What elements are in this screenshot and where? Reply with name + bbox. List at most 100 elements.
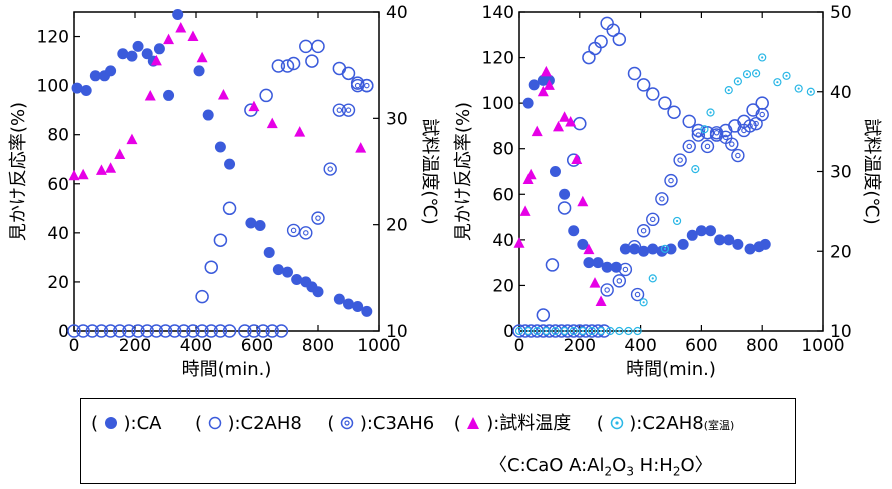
x-tick-label: 600 xyxy=(241,336,273,356)
data-point xyxy=(245,217,257,229)
data-point xyxy=(77,168,89,180)
data-point xyxy=(560,326,569,336)
y-left-tick-label: 0 xyxy=(58,322,69,342)
data-point-inner xyxy=(659,196,665,202)
x-tick-label: 200 xyxy=(564,336,596,356)
data-point-ring xyxy=(733,77,742,86)
data-point xyxy=(691,123,706,138)
data-point xyxy=(149,324,164,338)
plot-frame xyxy=(73,11,380,332)
data-point xyxy=(568,225,580,237)
data-point-dot xyxy=(727,89,730,92)
data-point xyxy=(126,133,138,145)
data-point-inner xyxy=(364,82,370,89)
legend-temp-open: ( xyxy=(453,413,461,434)
data-point xyxy=(648,274,657,283)
cyan-dot-circle-icon xyxy=(610,416,623,430)
data-point xyxy=(286,56,301,71)
data-point-inner xyxy=(650,216,656,223)
y-left-tick-label: 0 xyxy=(503,322,514,342)
data-point-ring xyxy=(578,326,587,336)
x-tick-label: 600 xyxy=(685,336,717,356)
data-point xyxy=(658,96,672,110)
data-point xyxy=(627,66,642,81)
data-point xyxy=(627,239,642,254)
data-point xyxy=(153,43,165,55)
y-left-tick-label: 60 xyxy=(47,175,69,195)
data-point xyxy=(773,78,782,87)
data-point xyxy=(589,277,601,288)
data-point-ring xyxy=(700,125,709,134)
plot-frame xyxy=(518,11,824,332)
data-point-ring xyxy=(332,103,347,117)
data-point xyxy=(282,266,293,278)
data-point xyxy=(117,48,129,60)
series-C2AH8 xyxy=(67,39,374,338)
y-right-tick-label: 10 xyxy=(830,322,852,342)
data-point-ring xyxy=(660,244,670,253)
data-point xyxy=(595,295,607,306)
data-point-dot xyxy=(761,56,764,59)
y-left-tick-label: 60 xyxy=(492,185,514,205)
data-point-ring xyxy=(606,326,615,336)
data-point xyxy=(549,166,561,177)
legend-row-1: ( ):CA ( ):C2AH8 ( ):C3AH6 ( ):試料温度 ( ):… xyxy=(91,409,734,435)
data-point-ring xyxy=(311,211,325,225)
data-point-ring xyxy=(706,108,715,117)
legend-ca-label: ):CA xyxy=(123,413,162,434)
data-point xyxy=(691,165,700,174)
notation-part-1: 〈C:CaO A:Al xyxy=(489,455,605,476)
data-point xyxy=(350,78,365,93)
data-point xyxy=(522,97,534,109)
y-right-tick-label: 50 xyxy=(830,3,852,23)
data-point xyxy=(67,324,81,338)
data-point xyxy=(263,246,275,258)
data-point xyxy=(612,274,627,288)
data-point-dot xyxy=(590,329,594,333)
data-point xyxy=(272,264,284,276)
legend-temp-label: ):試料温度 xyxy=(486,413,572,434)
data-point-ring xyxy=(514,326,524,336)
data-point xyxy=(742,70,752,79)
data-point xyxy=(333,293,345,305)
data-point-dot xyxy=(745,73,749,76)
data-point xyxy=(596,326,606,336)
data-point-ring xyxy=(587,326,597,336)
data-point xyxy=(695,225,707,237)
x-tick-label: 400 xyxy=(180,336,212,356)
data-point xyxy=(551,326,560,336)
data-point-inner xyxy=(327,166,333,172)
data-point xyxy=(758,53,767,62)
data-point xyxy=(172,8,184,20)
data-point xyxy=(361,305,373,317)
data-point-ring xyxy=(639,298,648,307)
data-point xyxy=(514,326,524,336)
data-point xyxy=(254,219,266,231)
data-point xyxy=(132,40,144,52)
data-point-inner xyxy=(303,230,309,236)
data-point xyxy=(752,69,761,78)
data-point-ring xyxy=(664,173,678,188)
legend: ( ):CA ( ):C2AH8 ( ):C3AH6 ( ):試料温度 ( ):… xyxy=(80,398,796,484)
data-point xyxy=(332,61,347,76)
data-point-ring xyxy=(725,137,739,151)
data-point xyxy=(286,223,301,238)
data-point xyxy=(299,226,313,240)
y-right-tick-label: 20 xyxy=(830,242,852,262)
data-point-ring xyxy=(758,53,767,62)
data-point-ring xyxy=(323,162,337,176)
data-point xyxy=(533,326,542,336)
data-point xyxy=(587,326,597,336)
data-point xyxy=(636,224,651,238)
data-point xyxy=(122,324,136,338)
data-point-ring xyxy=(672,216,682,226)
data-point-ring xyxy=(341,103,356,117)
data-point xyxy=(222,324,237,338)
right-chart: 0 200 400 600 800 1000 0 20 40 60 80 100 120 140 10 20 3… xyxy=(453,3,882,380)
data-point-ring xyxy=(646,212,660,227)
data-point-dot xyxy=(599,329,603,333)
data-point-inner xyxy=(686,143,692,150)
data-point xyxy=(163,33,175,45)
data-point-inner xyxy=(345,107,352,113)
data-point xyxy=(266,117,278,129)
